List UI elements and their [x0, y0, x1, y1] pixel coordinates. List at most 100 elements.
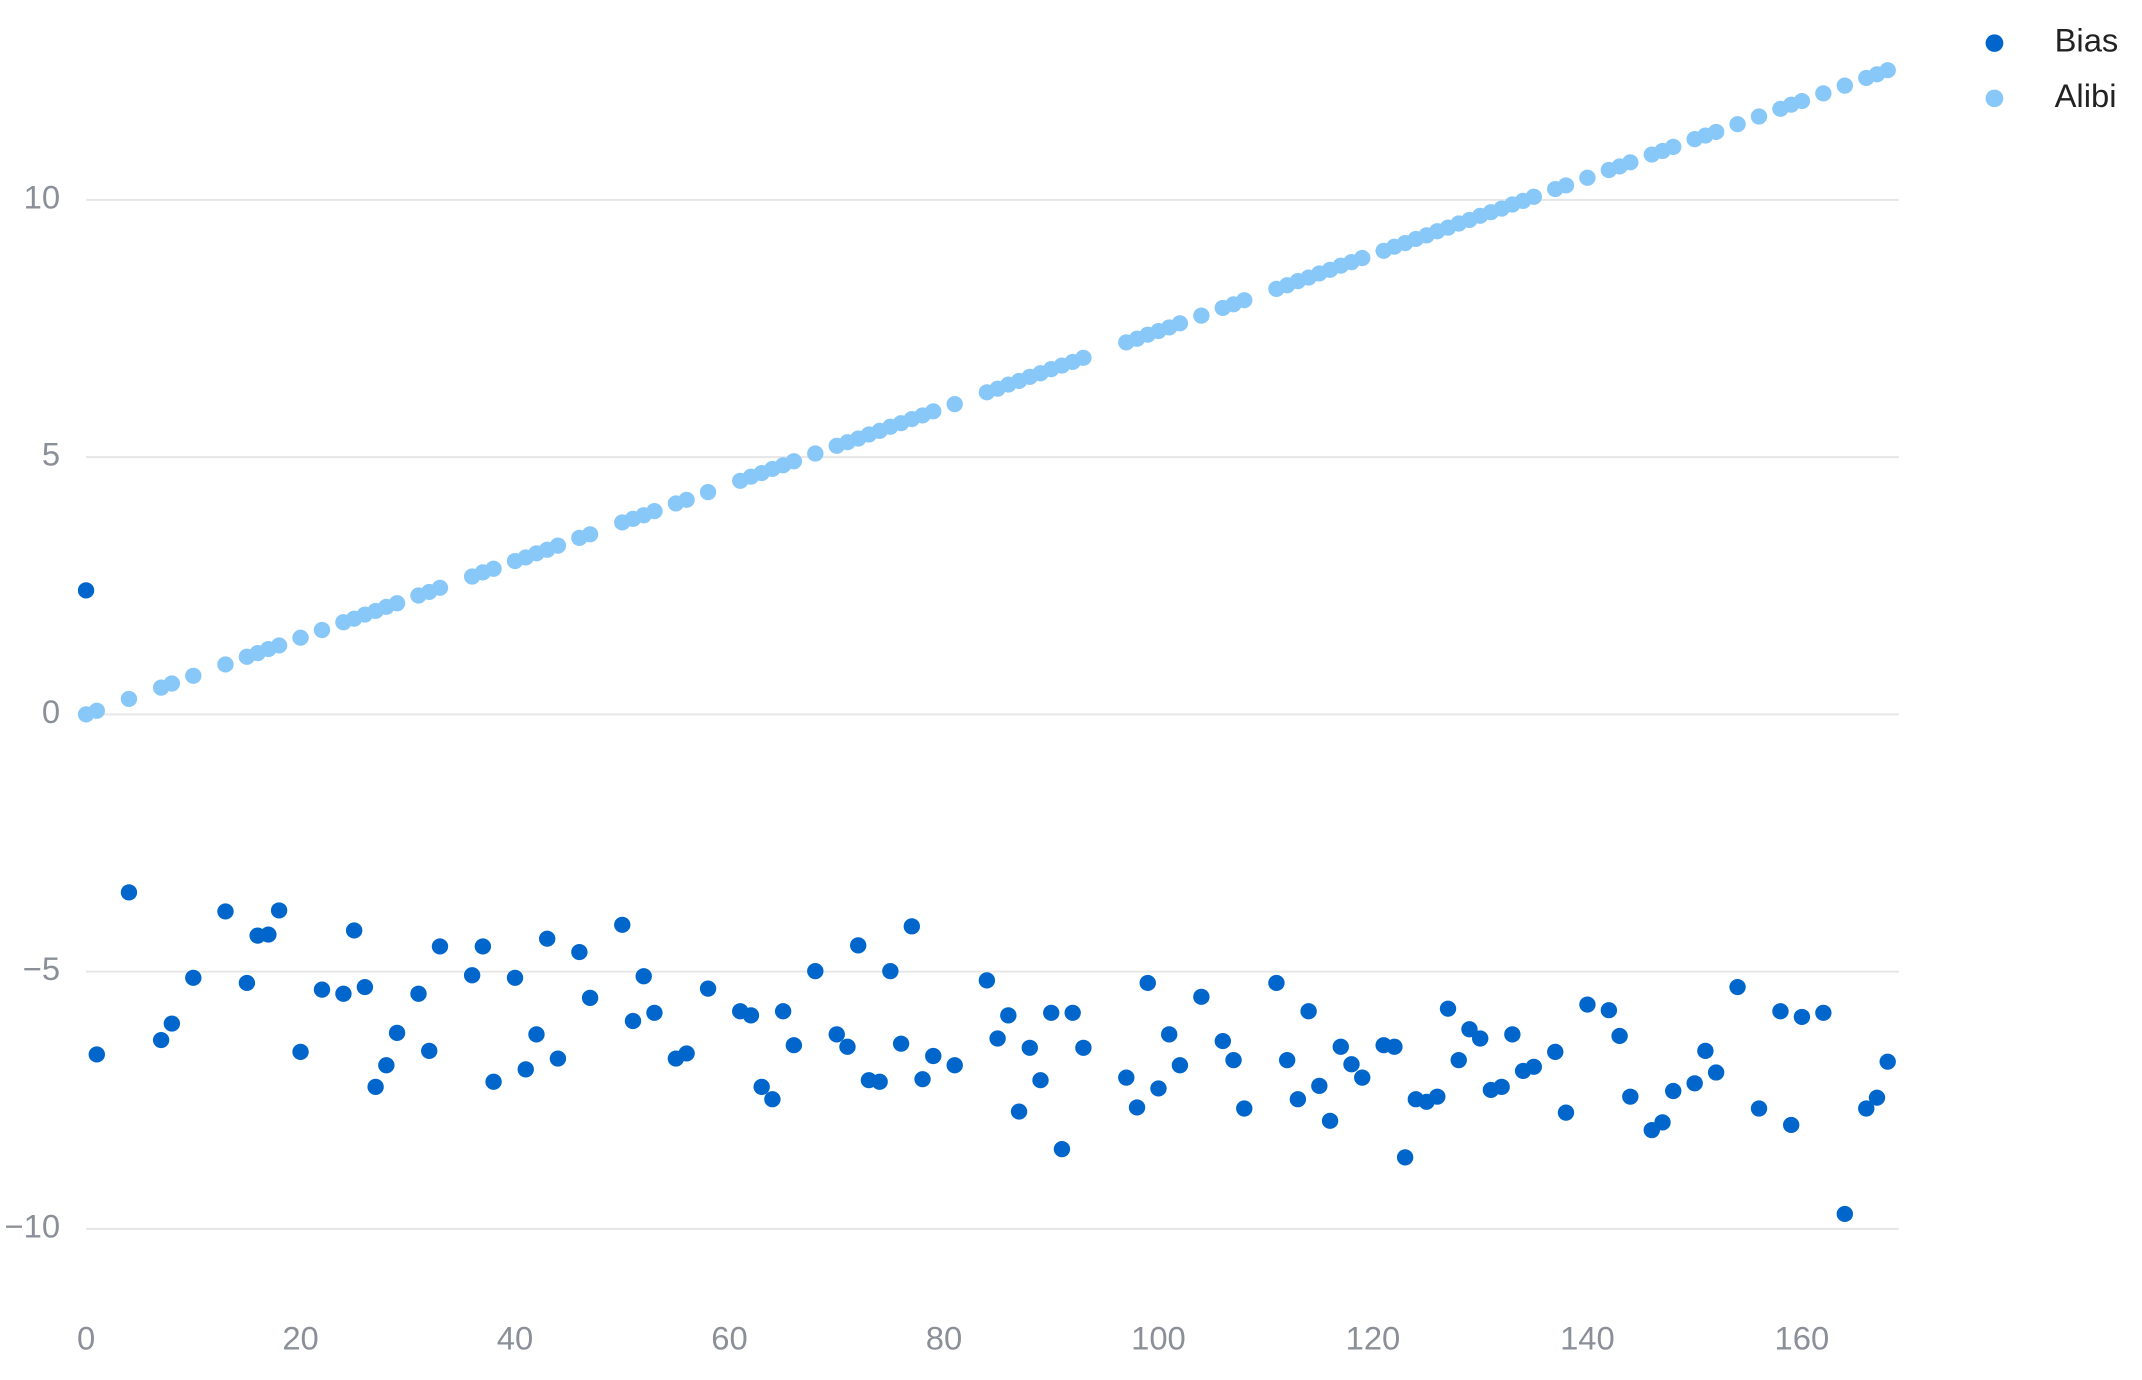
point — [646, 1004, 663, 1021]
point — [378, 1057, 395, 1074]
point — [1665, 1082, 1682, 1100]
point — [270, 902, 288, 919]
point — [1171, 1057, 1189, 1074]
point — [807, 963, 824, 980]
point — [163, 1015, 181, 1032]
point — [313, 981, 331, 998]
point — [1000, 1007, 1017, 1024]
y-tick-label: 10 — [24, 180, 60, 216]
point — [185, 667, 202, 684]
point — [1868, 1089, 1886, 1106]
point — [1622, 1088, 1639, 1105]
point — [1225, 1052, 1242, 1069]
point — [1236, 292, 1253, 309]
point — [1782, 1116, 1800, 1134]
point — [1354, 1069, 1371, 1086]
point — [517, 1061, 534, 1078]
point — [1879, 1053, 1896, 1070]
x-tick-label: 20 — [282, 1321, 318, 1357]
point — [152, 1031, 170, 1049]
point — [1793, 92, 1811, 110]
point — [345, 922, 363, 939]
point — [903, 918, 921, 935]
point — [1493, 1078, 1510, 1095]
point — [1343, 1056, 1360, 1073]
point — [1128, 1099, 1146, 1116]
point — [1879, 62, 1896, 79]
point — [1654, 1114, 1671, 1131]
point — [421, 1042, 438, 1059]
point — [1815, 85, 1832, 102]
point — [1547, 1043, 1564, 1060]
point — [1075, 1039, 1092, 1056]
y-tick-label: −10 — [5, 1209, 61, 1245]
point — [871, 1073, 888, 1090]
point — [1772, 1003, 1789, 1020]
point — [1579, 996, 1596, 1013]
point — [839, 1038, 856, 1055]
point — [549, 537, 567, 554]
point — [1815, 1004, 1832, 1021]
point — [1289, 1091, 1307, 1108]
x-tick-label: 40 — [497, 1321, 533, 1357]
point — [742, 1007, 760, 1024]
point — [989, 1030, 1006, 1047]
point — [614, 916, 631, 933]
point — [1429, 1088, 1446, 1105]
point — [1557, 177, 1575, 194]
point — [1729, 978, 1746, 996]
point — [1836, 1205, 1854, 1223]
y-tick-label: −5 — [23, 951, 60, 987]
point — [1171, 315, 1189, 332]
point — [356, 978, 374, 996]
point — [528, 1026, 545, 1043]
point — [828, 1026, 845, 1043]
point — [635, 968, 652, 985]
point — [1118, 1069, 1135, 1086]
point — [1450, 1052, 1467, 1069]
point — [1021, 1039, 1038, 1056]
point — [1665, 138, 1682, 155]
point — [1697, 1042, 1714, 1059]
point — [549, 1050, 567, 1067]
point — [270, 637, 288, 654]
point — [1321, 1112, 1339, 1129]
point — [1622, 154, 1639, 171]
point — [1471, 1030, 1489, 1047]
point — [1354, 249, 1371, 267]
point — [185, 969, 202, 986]
point — [1686, 1075, 1703, 1092]
point — [1300, 1003, 1317, 1020]
point — [1504, 1026, 1521, 1043]
point — [463, 967, 481, 984]
x-tick-label: 60 — [711, 1321, 747, 1357]
legend-label: Bias — [2055, 23, 2119, 59]
point — [1139, 974, 1156, 992]
point — [1311, 1077, 1328, 1094]
point — [624, 1012, 642, 1030]
point — [120, 884, 138, 901]
point — [1836, 77, 1854, 94]
point — [1053, 1141, 1071, 1158]
point — [646, 503, 663, 520]
point — [163, 675, 181, 692]
point — [1268, 974, 1285, 992]
point — [882, 963, 899, 980]
point — [77, 582, 95, 599]
point — [1525, 1058, 1543, 1075]
point — [313, 621, 331, 639]
point — [1278, 1052, 1296, 1069]
point — [474, 938, 492, 955]
point — [699, 980, 717, 997]
x-tick-label: 160 — [1775, 1321, 1830, 1357]
point — [764, 1091, 781, 1108]
point — [88, 702, 105, 719]
point — [581, 989, 599, 1006]
x-tick-label: 120 — [1346, 1321, 1401, 1357]
legend-marker — [1985, 34, 2004, 52]
x-tick-label: 0 — [77, 1321, 95, 1357]
point — [1075, 349, 1092, 366]
point — [849, 937, 867, 954]
point — [120, 690, 138, 708]
